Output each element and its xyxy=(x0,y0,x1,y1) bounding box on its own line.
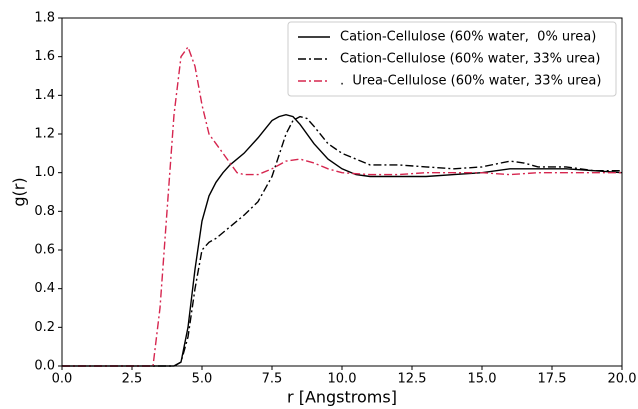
series-line xyxy=(62,115,622,367)
y-tick-label: 1.2 xyxy=(34,127,55,142)
x-axis-title: r [Angstroms] xyxy=(287,388,397,407)
x-tick-label: 17.5 xyxy=(538,372,567,387)
legend-label: . Urea-Cellulose (60% water, 33% urea) xyxy=(340,74,601,89)
y-tick-label: 0.0 xyxy=(34,359,55,374)
x-tick-label: 0.0 xyxy=(52,372,73,387)
y-tick-label: 0.8 xyxy=(34,204,55,219)
legend-label: Cation-Cellulose (60% water, 0% urea) xyxy=(340,30,596,45)
x-tick-label: 7.5 xyxy=(262,372,283,387)
series-line xyxy=(62,45,622,367)
x-tick-label: 10.0 xyxy=(328,372,357,387)
x-tick-label: 20.0 xyxy=(608,372,637,387)
x-tick-label: 5.0 xyxy=(192,372,213,387)
series-line xyxy=(62,113,623,367)
y-tick-label: 1.4 xyxy=(34,88,55,103)
y-tick-label: 1.8 xyxy=(34,11,55,26)
y-tick-label: 1.6 xyxy=(34,49,55,64)
x-tick-label: 12.5 xyxy=(398,372,427,387)
legend-box xyxy=(287,21,617,97)
x-tick-label: 15.0 xyxy=(468,372,497,387)
y-axis-title: g(r) xyxy=(10,177,29,206)
y-tick-label: 1.0 xyxy=(34,165,55,180)
y-tick-label: 0.6 xyxy=(34,243,55,258)
legend-label: Cation-Cellulose (60% water, 33% urea) xyxy=(340,52,600,67)
plot-frame xyxy=(61,17,623,367)
y-tick-label: 0.2 xyxy=(34,320,55,335)
y-tick-label: 0.4 xyxy=(34,281,55,296)
x-tick-label: 2.5 xyxy=(122,372,143,387)
